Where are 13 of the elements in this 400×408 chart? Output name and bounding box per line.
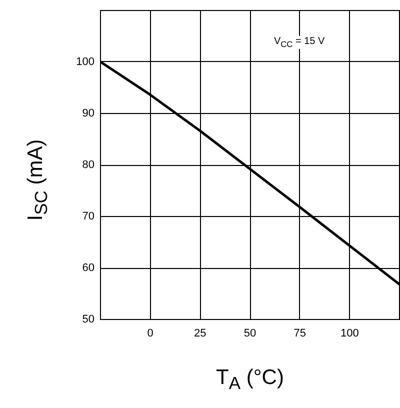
y-tick-label: 80 [82,159,94,171]
x-tick-label: 100 [340,328,359,340]
annotation: V$_{CC}$ = 15 V [272,36,327,49]
y-tick-label: 100 [76,56,94,68]
y-tick-label: 60 [82,262,94,274]
x-tick-label: 0 [147,328,154,340]
x-axis-title: T$_{A}$ (°C) [215,366,285,394]
x-tick-label: 50 [244,328,256,340]
x-tick-label: 75 [294,328,306,340]
y-tick-label: 90 [82,108,94,120]
x-tick-label: 25 [194,328,206,340]
y-tick-label: 70 [82,210,94,222]
y-tick-label: 50 [82,314,94,326]
